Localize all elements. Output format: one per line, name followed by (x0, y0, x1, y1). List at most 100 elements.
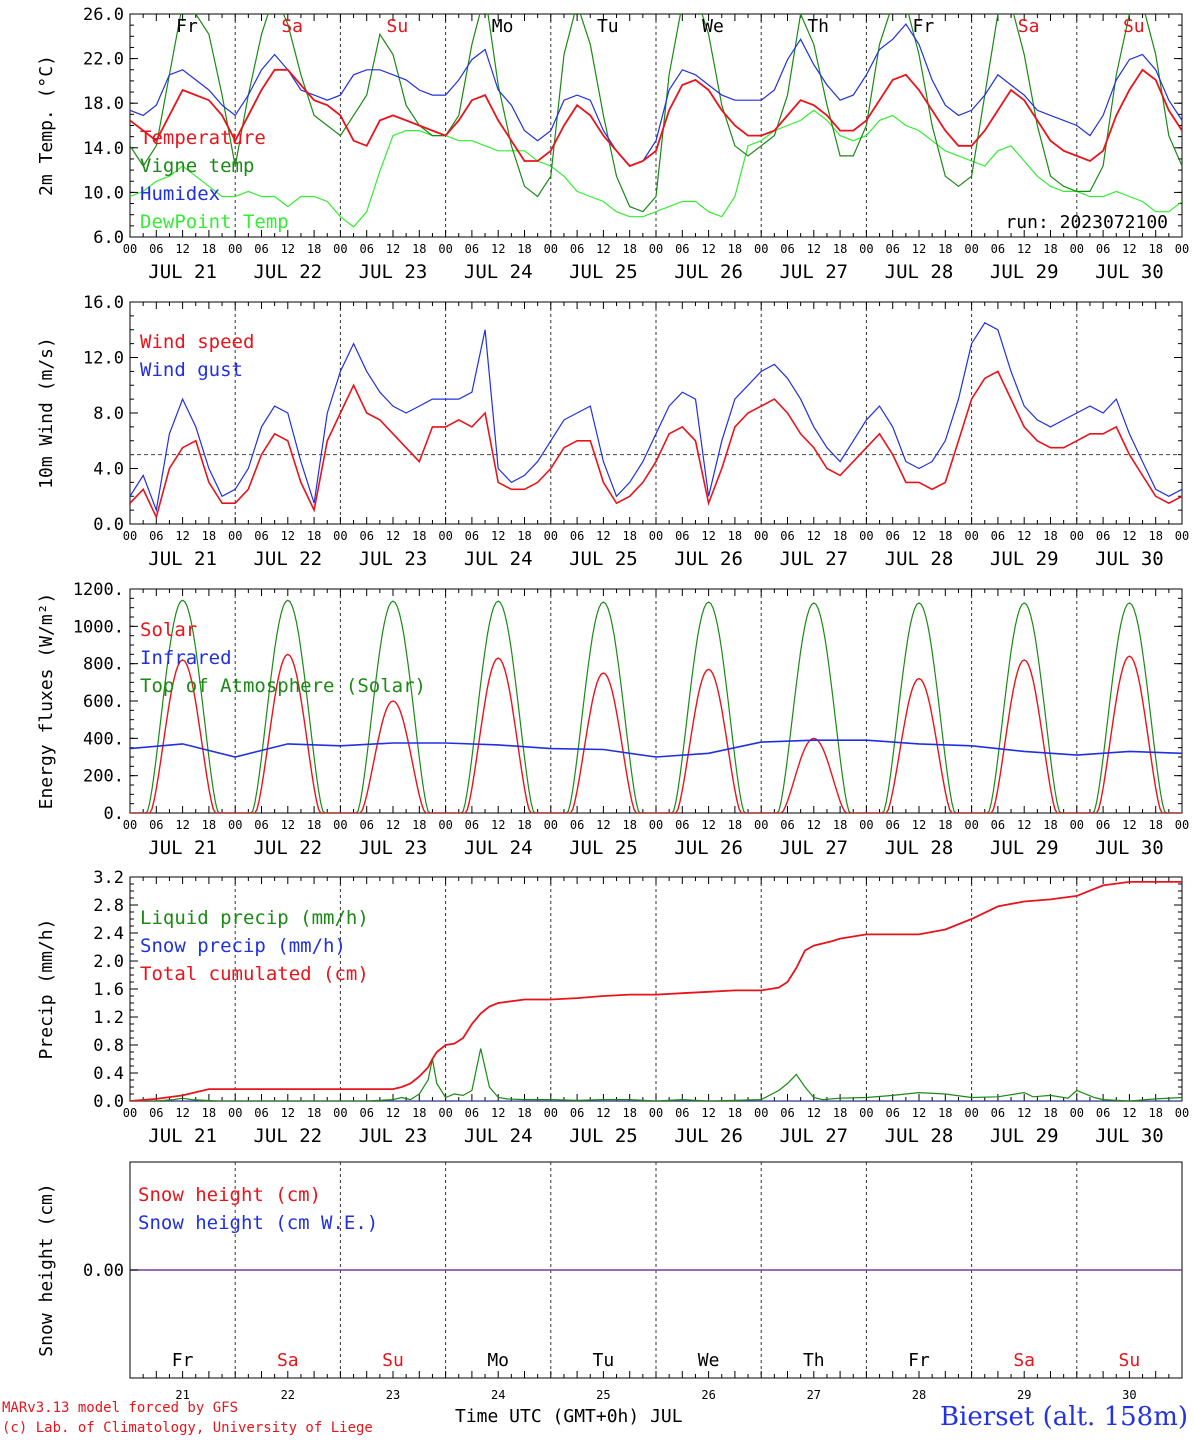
hour-tick-label: 06 (465, 242, 479, 256)
date-label: JUL 21 (148, 548, 217, 570)
series-solar (130, 653, 1182, 813)
hour-tick-label: 18 (517, 529, 531, 543)
hour-tick-label: 06 (149, 242, 163, 256)
hour-tick-label: 06 (254, 1106, 268, 1120)
day-number-label: 21 (175, 1388, 189, 1402)
y-tick-label: 8.0 (93, 404, 124, 424)
hour-tick-label: 12 (807, 818, 821, 832)
hour-tick-label: 18 (622, 529, 636, 543)
hour-tick-label: 06 (149, 818, 163, 832)
hour-tick-label: 12 (807, 242, 821, 256)
day-number-label: 25 (596, 1388, 610, 1402)
hour-tick-label: 12 (386, 242, 400, 256)
y-tick-label: 12.0 (83, 349, 124, 369)
weekday-label: Sa (1013, 1350, 1035, 1371)
hour-tick-label: 18 (1043, 1106, 1057, 1120)
hour-tick-label: 00 (964, 529, 978, 543)
hour-tick-label: 18 (728, 242, 742, 256)
date-label: JUL 24 (464, 1125, 533, 1147)
date-label: JUL 22 (253, 261, 322, 283)
date-label: JUL 24 (464, 261, 533, 283)
day-number-label: 24 (491, 1388, 505, 1402)
hour-tick-label: 18 (307, 1106, 321, 1120)
date-label: JUL 21 (148, 261, 217, 283)
y-axis-label: 10m Wind (m/s) (36, 337, 57, 489)
legend-snow-height-cm-w-e-: Snow height (cm W.E.) (138, 1212, 378, 1234)
date-label: JUL 25 (569, 1125, 638, 1147)
hour-tick-label: 18 (412, 529, 426, 543)
hour-tick-label: 06 (149, 529, 163, 543)
hour-tick-label: 18 (202, 242, 216, 256)
hour-tick-label: 18 (728, 529, 742, 543)
hour-tick-label: 00 (1175, 1106, 1189, 1120)
weekday-label: Su (382, 1350, 404, 1371)
date-label: JUL 30 (1095, 837, 1164, 859)
run-label: run: 2023072100 (1005, 212, 1168, 233)
panel-4: 00 06 12 18 JUL 21 00 06 12 18 JUL 22 00 06 12 18 JUL … (36, 868, 1189, 1147)
hour-tick-label: 00 (1070, 1106, 1084, 1120)
y-tick-label: 3.2 (93, 868, 124, 888)
hour-tick-label: 12 (386, 1106, 400, 1120)
date-label: JUL 23 (359, 837, 428, 859)
y-tick-label: 26.0 (83, 5, 124, 25)
date-label: JUL 25 (569, 261, 638, 283)
hour-tick-label: 12 (281, 529, 295, 543)
legend-vigne-temp: Vigne temp (140, 155, 254, 177)
legend-top-of-atmosphere-solar-: Top of Atmosphere (Solar) (140, 675, 426, 697)
hour-tick-label: 12 (491, 242, 505, 256)
hour-tick-label: 00 (1175, 529, 1189, 543)
hour-tick-label: 18 (307, 529, 321, 543)
y-tick-label: 6.0 (93, 228, 124, 248)
hour-tick-label: 06 (254, 818, 268, 832)
hour-tick-label: 00 (333, 242, 347, 256)
hour-tick-label: 18 (622, 242, 636, 256)
y-tick-label: 400. (83, 729, 124, 749)
hour-tick-label: 12 (596, 242, 610, 256)
hour-tick-label: 06 (675, 529, 689, 543)
hour-tick-label: 12 (912, 818, 926, 832)
date-label: JUL 25 (569, 837, 638, 859)
weekday-label: Fr (172, 1350, 194, 1371)
hour-tick-label: 12 (1017, 529, 1031, 543)
hour-tick-label: 18 (517, 818, 531, 832)
hour-tick-label: 12 (1122, 242, 1136, 256)
hour-tick-label: 00 (438, 242, 452, 256)
date-label: JUL 23 (359, 1125, 428, 1147)
hour-tick-label: 00 (123, 529, 137, 543)
hour-tick-label: 06 (465, 529, 479, 543)
y-tick-label: 1000. (73, 617, 124, 637)
date-label: JUL 30 (1095, 261, 1164, 283)
y-tick-label: 10.0 (83, 183, 124, 203)
date-label: JUL 24 (464, 548, 533, 570)
hour-tick-label: 12 (281, 1106, 295, 1120)
hour-tick-label: 00 (754, 1106, 768, 1120)
hour-tick-label: 00 (438, 1106, 452, 1120)
y-tick-label: 2.4 (93, 924, 124, 944)
hour-tick-label: 12 (1017, 818, 1031, 832)
date-label: JUL 29 (990, 548, 1059, 570)
weekday-label: Sa (281, 16, 303, 37)
hour-tick-label: 12 (386, 818, 400, 832)
y-tick-label: 1200. (73, 580, 124, 600)
precip-lines (130, 881, 1182, 1101)
wind-lines (130, 322, 1182, 520)
hour-tick-label: 18 (938, 1106, 952, 1120)
hour-tick-label: 12 (701, 242, 715, 256)
hour-tick-label: 12 (596, 529, 610, 543)
legend-liquid-precip-mm-h-: Liquid precip (mm/h) (140, 907, 369, 929)
day-number-label: 27 (807, 1388, 821, 1402)
hour-tick-label: 06 (885, 529, 899, 543)
date-label: JUL 26 (674, 261, 743, 283)
hour-tick-label: 06 (254, 242, 268, 256)
hour-tick-label: 12 (912, 1106, 926, 1120)
series-infrared (130, 739, 1182, 758)
date-label: JUL 28 (885, 261, 954, 283)
hour-tick-label: 06 (885, 242, 899, 256)
day-number-label: 29 (1017, 1388, 1031, 1402)
hour-tick-label: 12 (175, 818, 189, 832)
hour-tick-label: 06 (359, 242, 373, 256)
weekday-label: Su (387, 16, 409, 37)
hour-tick-label: 18 (412, 242, 426, 256)
weekday-label: Th (803, 1350, 825, 1371)
hour-tick-label: 00 (1070, 529, 1084, 543)
